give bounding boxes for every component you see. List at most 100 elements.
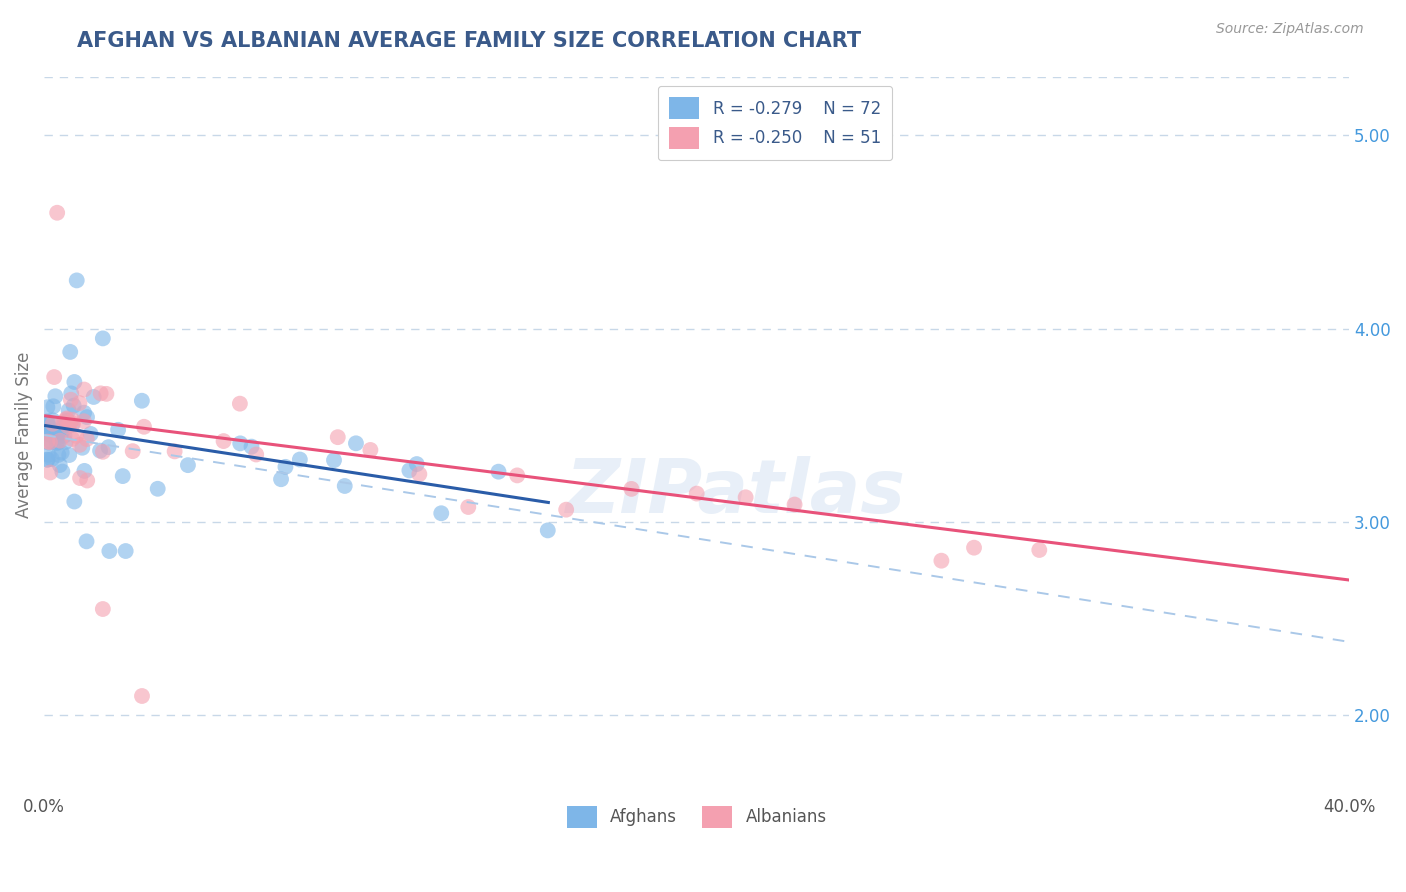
Point: [620, 482, 643, 496]
Point: [398, 463, 420, 477]
Point: [1028, 543, 1050, 558]
Point: [52, 415, 75, 429]
Point: [53, 428, 76, 442]
Point: [45, 435, 67, 450]
Point: [506, 468, 529, 483]
Point: [76, 474, 98, 488]
Point: [537, 524, 560, 538]
Point: [686, 486, 709, 500]
Point: [63, 375, 86, 389]
Point: [430, 506, 453, 520]
Point: [49, 458, 72, 472]
Point: [42, 417, 65, 431]
Point: [245, 448, 267, 462]
Point: [333, 479, 356, 493]
Point: [37, 417, 59, 431]
Point: [69, 471, 91, 485]
Point: [73, 414, 96, 428]
Point: [66, 273, 89, 287]
Point: [51, 465, 73, 479]
Point: [42, 413, 65, 427]
Point: [121, 444, 143, 458]
Point: [344, 436, 367, 450]
Point: [63, 494, 86, 508]
Point: [274, 459, 297, 474]
Point: [91, 602, 114, 616]
Point: [49, 434, 72, 448]
Point: [52, 422, 75, 436]
Point: [44, 389, 66, 403]
Text: AFGHAN VS ALBANIAN AVERAGE FAMILY SIZE CORRELATION CHART: AFGHAN VS ALBANIAN AVERAGE FAMILY SIZE C…: [77, 31, 862, 51]
Point: [37, 434, 59, 449]
Point: [44, 370, 66, 384]
Point: [89, 443, 111, 458]
Legend: Afghans, Albanians: Afghans, Albanians: [560, 799, 834, 834]
Point: [58, 403, 80, 417]
Point: [457, 500, 479, 514]
Point: [132, 419, 155, 434]
Point: [963, 541, 986, 555]
Point: [58, 417, 80, 431]
Point: [783, 498, 806, 512]
Point: [46, 206, 69, 220]
Point: [37, 423, 59, 437]
Point: [408, 467, 430, 482]
Point: [51, 425, 73, 440]
Point: [46, 435, 69, 450]
Point: [65, 429, 87, 443]
Text: ZIPatlas: ZIPatlas: [565, 456, 905, 529]
Point: [62, 399, 84, 413]
Point: [39, 434, 62, 449]
Point: [39, 466, 62, 480]
Point: [90, 386, 112, 401]
Y-axis label: Average Family Size: Average Family Size: [15, 351, 32, 518]
Point: [55, 434, 77, 449]
Point: [41, 452, 63, 467]
Point: [80, 426, 103, 441]
Point: [131, 393, 153, 408]
Point: [83, 390, 105, 404]
Point: [51, 445, 73, 459]
Point: [111, 469, 134, 483]
Point: [931, 554, 953, 568]
Point: [91, 331, 114, 345]
Point: [38, 435, 60, 450]
Point: [62, 417, 84, 431]
Point: [555, 502, 578, 516]
Point: [96, 387, 118, 401]
Point: [56, 414, 79, 428]
Point: [288, 452, 311, 467]
Point: [212, 434, 235, 448]
Point: [76, 410, 98, 425]
Point: [229, 436, 252, 450]
Text: Source: ZipAtlas.com: Source: ZipAtlas.com: [1216, 22, 1364, 37]
Point: [131, 689, 153, 703]
Point: [98, 544, 121, 558]
Point: [326, 430, 349, 444]
Point: [37, 401, 59, 415]
Point: [37, 425, 59, 439]
Point: [59, 345, 82, 359]
Point: [39, 420, 62, 434]
Point: [488, 465, 510, 479]
Point: [59, 392, 82, 407]
Point: [76, 534, 98, 549]
Point: [240, 440, 263, 454]
Point: [45, 425, 67, 439]
Point: [37, 414, 59, 428]
Point: [73, 383, 96, 397]
Point: [146, 482, 169, 496]
Point: [56, 419, 79, 434]
Point: [60, 386, 83, 401]
Point: [42, 399, 65, 413]
Point: [37, 452, 59, 467]
Point: [359, 442, 381, 457]
Point: [46, 431, 69, 445]
Point: [55, 412, 77, 426]
Point: [38, 448, 60, 462]
Point: [73, 406, 96, 420]
Point: [72, 441, 94, 455]
Point: [229, 397, 252, 411]
Point: [163, 444, 186, 458]
Point: [39, 435, 62, 450]
